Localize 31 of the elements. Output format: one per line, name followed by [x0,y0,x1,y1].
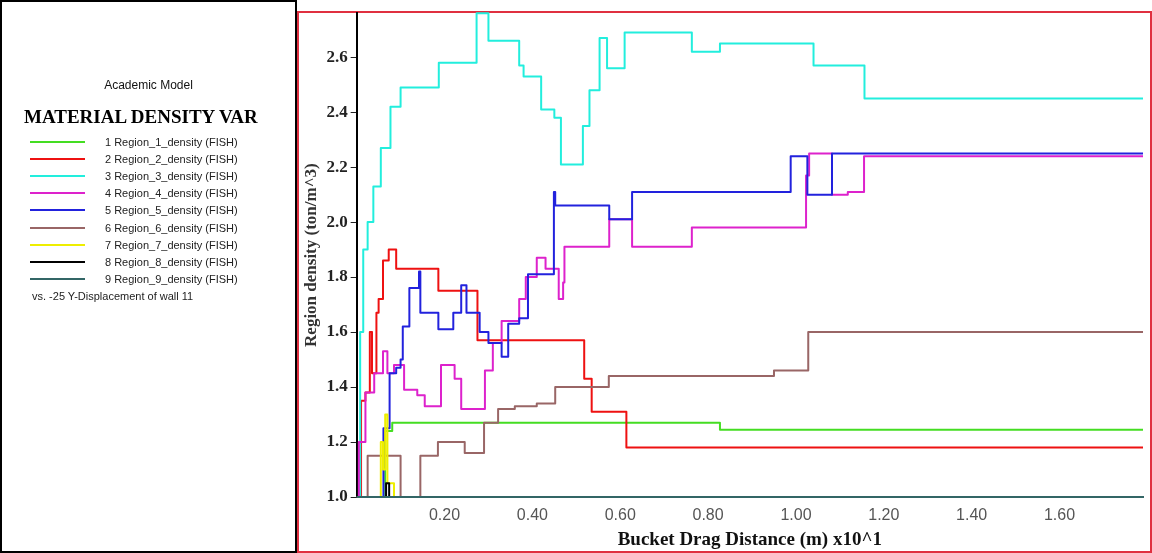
y-tick-label: 2.0 [326,211,348,231]
x-tick-label: 0.20 [428,506,461,524]
y-tick-label: 2.2 [326,156,348,176]
y-axis-title: Region density (ton/m^3) [300,163,320,347]
legend-label: 7 Region_7_density (FISH) [105,238,238,251]
legend-label: 6 Region_6_density (FISH) [105,221,238,234]
x-tick-label: 0.80 [692,506,724,524]
legend-label: 2 Region_2_density (FISH) [105,152,238,165]
x-axis-title: Bucket Drag Distance (m) x10^1 [617,527,882,550]
text: vs. -25 Y-Displacement of wall 11 [32,289,195,302]
x-tick-label: 0.40 [516,506,549,524]
legend-label: 4 Region_4_density (FISH) [105,187,238,200]
legend-label: 9 Region_9_density (FISH) [105,273,238,286]
y-tick-label: 1.6 [326,321,348,341]
x-tick-label: 1.60 [1043,506,1076,524]
legend-label: 5 Region_5_density (FISH) [105,204,238,217]
x-tick-label: 1.00 [780,506,812,524]
x-tick-label: 1.40 [956,506,988,524]
legend-label: 8 Region_8_density (FISH) [105,255,238,268]
y-tick-label: 2.6 [326,46,348,66]
x-tick-label: 1.20 [868,506,900,524]
y-tick-label: 1.8 [326,266,348,286]
legend-label: 3 Region_3_density (FISH) [105,169,238,182]
y-tick-label: 1.2 [326,431,348,451]
text: MATERIAL DENSITY VAR [24,106,259,128]
y-tick-label: 1.4 [326,376,349,396]
y-tick-label: 2.4 [326,101,349,121]
y-tick-label: 1.0 [326,486,348,506]
x-tick-label: 0.60 [604,506,636,524]
text: Academic Model [103,78,194,92]
legend-label: 1 Region_1_density (FISH) [105,135,238,148]
